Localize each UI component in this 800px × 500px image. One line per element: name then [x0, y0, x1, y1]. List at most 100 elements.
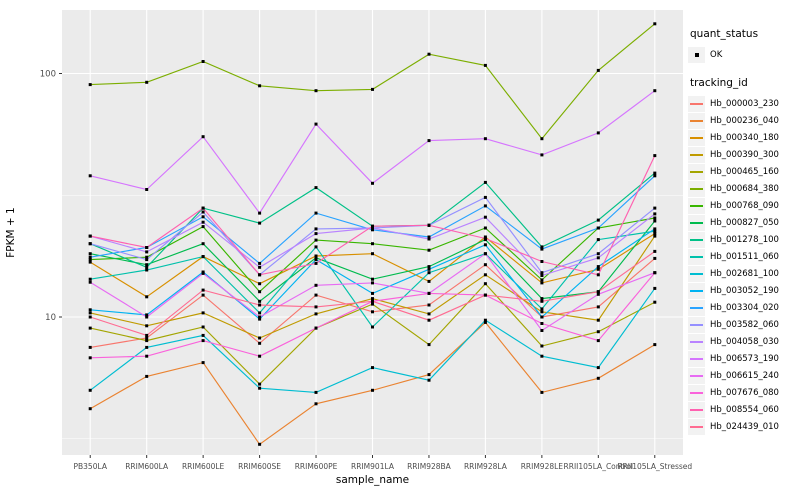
- legend-item-Hb_000390_300[interactable]: Hb_000390_300: [688, 146, 800, 163]
- data-point[interactable]: [653, 212, 657, 216]
- legend-item-Hb_003582_060[interactable]: Hb_003582_060: [688, 316, 800, 333]
- data-point[interactable]: [596, 366, 600, 370]
- data-point[interactable]: [540, 260, 544, 263]
- data-point[interactable]: [371, 366, 374, 370]
- legend-item-Hb_000003_230[interactable]: Hb_000003_230: [688, 95, 800, 112]
- data-point[interactable]: [653, 343, 657, 347]
- data-point[interactable]: [201, 333, 205, 337]
- data-point[interactable]: [88, 242, 92, 246]
- data-point[interactable]: [258, 341, 262, 345]
- data-point[interactable]: [540, 281, 544, 285]
- data-point[interactable]: [314, 402, 318, 406]
- data-point[interactable]: [371, 224, 374, 228]
- data-point[interactable]: [596, 267, 600, 271]
- legend-item-quant-ok[interactable]: OK: [688, 46, 800, 63]
- data-point[interactable]: [258, 336, 262, 340]
- data-point[interactable]: [653, 206, 657, 210]
- data-point[interactable]: [653, 174, 657, 178]
- legend-item-Hb_008554_060[interactable]: Hb_008554_060: [688, 401, 800, 418]
- data-point[interactable]: [596, 292, 600, 296]
- data-point[interactable]: [596, 305, 600, 309]
- data-point[interactable]: [258, 211, 262, 215]
- data-point[interactable]: [540, 297, 544, 301]
- data-point[interactable]: [483, 318, 487, 322]
- data-point[interactable]: [596, 265, 600, 269]
- data-point[interactable]: [427, 279, 431, 283]
- data-point[interactable]: [314, 256, 318, 260]
- data-point[interactable]: [201, 271, 205, 275]
- data-point[interactable]: [427, 312, 431, 316]
- data-point[interactable]: [483, 263, 487, 267]
- data-point[interactable]: [653, 227, 657, 231]
- data-point[interactable]: [483, 237, 487, 240]
- data-point[interactable]: [653, 216, 657, 220]
- data-point[interactable]: [88, 388, 92, 392]
- data-point[interactable]: [88, 277, 92, 281]
- data-point[interactable]: [371, 281, 374, 285]
- data-point[interactable]: [483, 63, 487, 67]
- data-point[interactable]: [371, 87, 374, 91]
- data-point[interactable]: [540, 153, 544, 157]
- legend-item-Hb_006573_190[interactable]: Hb_006573_190: [688, 350, 800, 367]
- data-point[interactable]: [596, 226, 600, 230]
- data-point[interactable]: [88, 345, 92, 349]
- data-point[interactable]: [88, 260, 92, 264]
- data-point[interactable]: [653, 229, 657, 233]
- data-point[interactable]: [371, 291, 374, 295]
- legend-item-Hb_001511_060[interactable]: Hb_001511_060: [688, 248, 800, 265]
- data-point[interactable]: [483, 320, 487, 324]
- data-point[interactable]: [145, 315, 149, 319]
- data-point[interactable]: [145, 258, 149, 262]
- data-point[interactable]: [427, 267, 431, 271]
- data-point[interactable]: [88, 315, 92, 319]
- data-point[interactable]: [145, 374, 149, 378]
- data-point[interactable]: [427, 318, 431, 322]
- data-point[interactable]: [145, 339, 149, 343]
- data-point[interactable]: [88, 234, 92, 238]
- data-point[interactable]: [145, 265, 149, 269]
- data-point[interactable]: [88, 280, 92, 284]
- data-point[interactable]: [540, 310, 544, 314]
- data-point[interactable]: [371, 325, 374, 329]
- data-point[interactable]: [201, 210, 205, 214]
- data-point[interactable]: [145, 188, 149, 191]
- data-point[interactable]: [596, 68, 600, 72]
- data-point[interactable]: [653, 232, 657, 236]
- data-point[interactable]: [427, 248, 431, 252]
- data-point[interactable]: [201, 206, 205, 210]
- data-point[interactable]: [371, 310, 374, 314]
- data-point[interactable]: [88, 356, 92, 360]
- data-point[interactable]: [258, 317, 262, 321]
- data-point[interactable]: [145, 333, 149, 337]
- data-point[interactable]: [540, 329, 544, 332]
- data-point[interactable]: [371, 181, 374, 185]
- data-point[interactable]: [427, 223, 431, 227]
- data-point[interactable]: [371, 277, 374, 281]
- data-point[interactable]: [653, 171, 657, 175]
- data-point[interactable]: [653, 286, 657, 290]
- data-point[interactable]: [201, 242, 205, 246]
- data-point[interactable]: [596, 131, 600, 135]
- data-point[interactable]: [201, 288, 205, 292]
- data-point[interactable]: [201, 220, 205, 224]
- data-point[interactable]: [258, 442, 262, 446]
- data-point[interactable]: [258, 386, 262, 390]
- legend-item-Hb_000768_090[interactable]: Hb_000768_090: [688, 197, 800, 214]
- data-point[interactable]: [371, 299, 374, 303]
- data-point[interactable]: [371, 388, 374, 392]
- data-point[interactable]: [145, 250, 149, 254]
- data-point[interactable]: [540, 247, 544, 251]
- data-point[interactable]: [540, 344, 544, 348]
- data-point[interactable]: [88, 252, 92, 256]
- data-point[interactable]: [258, 299, 262, 303]
- data-point[interactable]: [145, 80, 149, 84]
- data-point[interactable]: [483, 137, 487, 141]
- data-point[interactable]: [596, 339, 600, 343]
- data-point[interactable]: [314, 283, 318, 287]
- legend-item-Hb_003304_020[interactable]: Hb_003304_020: [688, 299, 800, 316]
- data-point[interactable]: [596, 290, 600, 294]
- data-point[interactable]: [145, 246, 149, 249]
- data-point[interactable]: [596, 273, 600, 277]
- data-point[interactable]: [653, 271, 657, 275]
- data-point[interactable]: [201, 135, 205, 139]
